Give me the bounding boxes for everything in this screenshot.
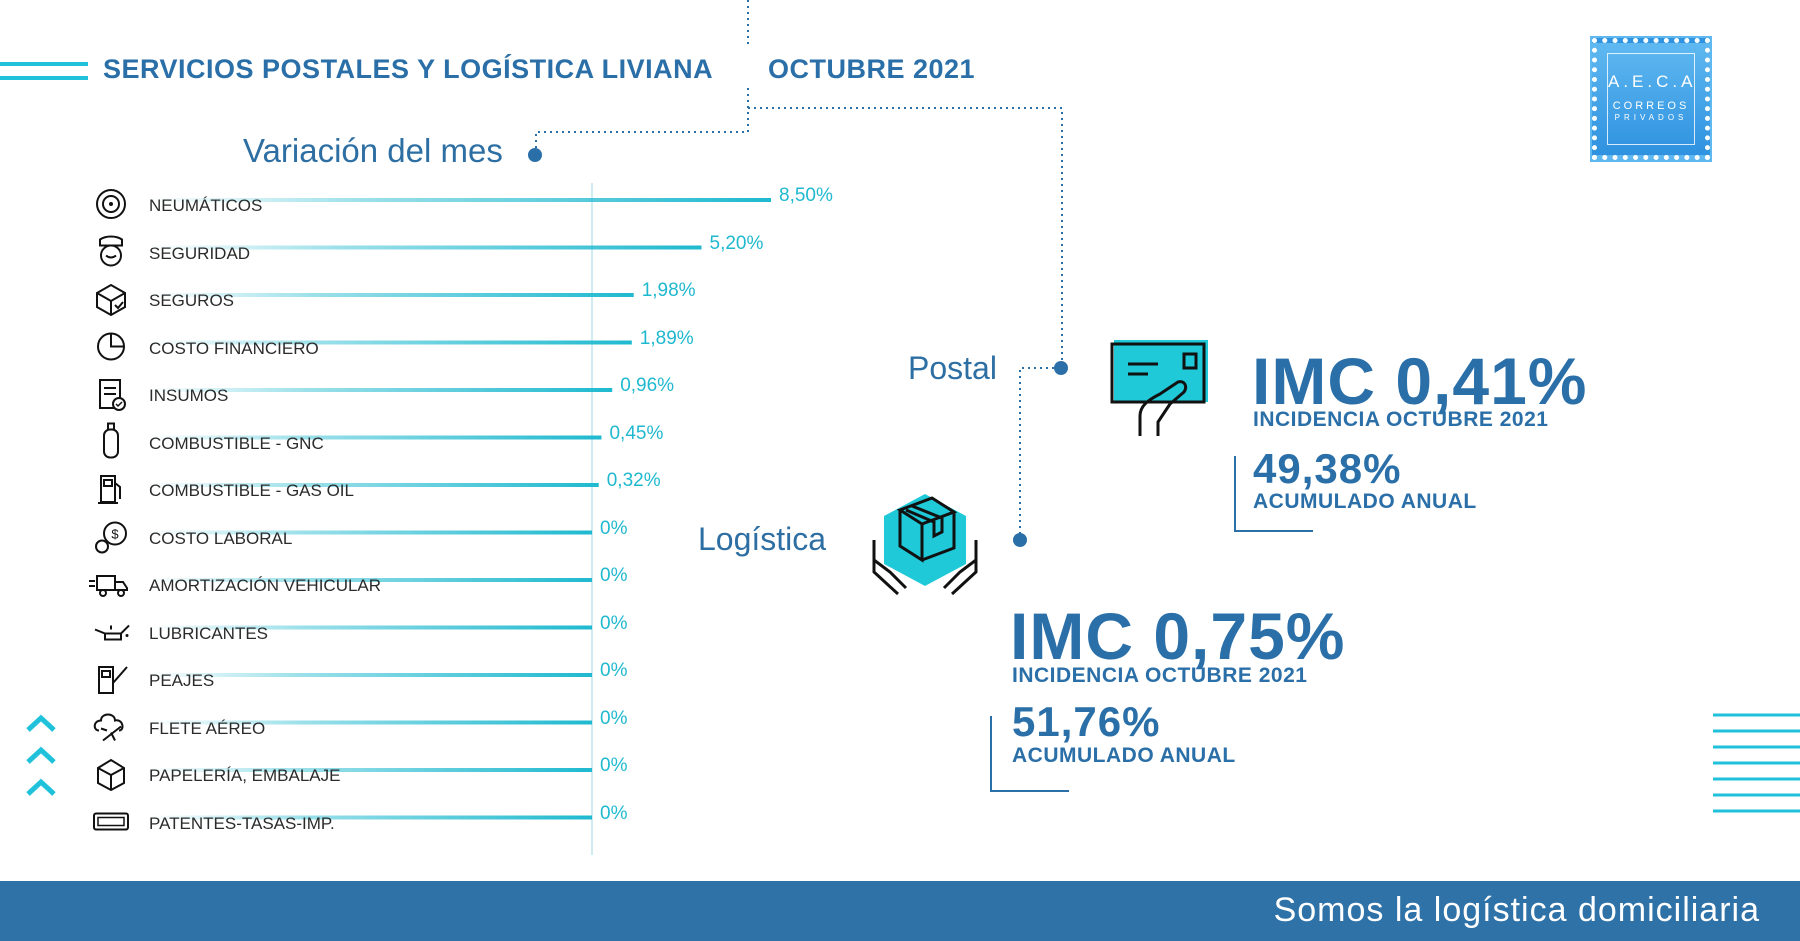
insurance-box-icon <box>96 283 126 317</box>
value-label: 0,32% <box>606 470 661 491</box>
value-label: 0,45% <box>609 422 664 444</box>
truck-icon <box>89 575 128 597</box>
footer-slogan: Somos la logística domiciliaria <box>1273 891 1760 929</box>
category-label: PEAJES <box>149 671 215 690</box>
value-label: 1,98% <box>641 280 696 301</box>
page-title: SERVICIOS POSTALES Y LOGÍSTICA LIVIANA <box>103 54 714 84</box>
envelope-hand-icon <box>1110 340 1208 436</box>
bar <box>148 768 592 772</box>
category-label: INSUMOS <box>149 386 229 405</box>
bar <box>148 245 702 250</box>
category-label: COMBUSTIBLE - GAS OIL <box>149 481 354 500</box>
value-label: 0,96% <box>620 375 675 396</box>
logo-line3: PRIVADOS <box>1614 113 1688 122</box>
bar <box>148 530 592 535</box>
airplane-cloud-icon <box>93 713 124 742</box>
tire-icon <box>96 189 126 219</box>
value-label: 0% <box>600 565 628 586</box>
postal-incidence: INCIDENCIA OCTUBRE 2021 <box>1253 408 1549 431</box>
bar-chart: $ <box>89 183 771 855</box>
logistica-label: Logística <box>698 521 827 557</box>
category-label: LUBRICANTES <box>149 623 269 643</box>
bar <box>148 435 602 440</box>
value-label: 1,89% <box>639 327 694 349</box>
bar <box>148 815 592 820</box>
value-label: 5,20% <box>709 232 764 254</box>
logistica-bracket <box>990 716 1069 792</box>
value-label: 0% <box>600 755 628 776</box>
fuel-pump-icon <box>98 475 121 504</box>
category-label: COSTO LABORAL <box>149 528 293 548</box>
value-label: 0% <box>600 612 628 634</box>
bar <box>148 198 771 202</box>
license-plate-icon <box>93 812 129 831</box>
category-label: FLETE AÉREO <box>149 718 266 738</box>
chart-title: Variación del mes <box>243 132 503 169</box>
logo-line1: A.E.C.A <box>1608 72 1697 91</box>
postal-accumulated-label: ACUMULADO ANUAL <box>1253 490 1477 513</box>
bar <box>148 578 592 582</box>
bar <box>148 483 599 487</box>
pie-chart-icon <box>97 332 125 361</box>
logistica-accumulated-value: 51,76% <box>1012 698 1161 745</box>
category-label: AMORTIZACIÓN VEHICULAR <box>149 576 382 595</box>
bar <box>148 388 613 392</box>
category-label: SEGUROS <box>149 291 235 310</box>
box-hands-icon <box>872 494 978 596</box>
logo-line2: CORREOS <box>1612 100 1690 112</box>
category-label: PATENTES-TASAS-IMP. <box>149 813 335 833</box>
toll-booth-icon <box>98 666 128 694</box>
bar <box>148 720 592 725</box>
category-label: COSTO FINANCIERO <box>149 338 319 358</box>
decor-lines-right <box>1713 713 1800 813</box>
security-guard-icon <box>99 235 123 267</box>
category-label: NEUMÁTICOS <box>149 196 263 215</box>
gas-cylinder-icon <box>103 422 119 459</box>
logistica-accumulated-label: ACUMULADO ANUAL <box>1012 744 1236 767</box>
svg-text:$: $ <box>111 527 119 542</box>
category-label: COMBUSTIBLE - GNC <box>149 433 324 453</box>
postal-accumulated-value: 49,38% <box>1253 445 1402 492</box>
footer-bar: Somos la logística domiciliaria <box>0 881 1800 941</box>
bar <box>148 340 632 345</box>
category-label: PAPELERÍA, EMBALAJE <box>149 766 341 785</box>
aeca-logo: A.E.C.A CORREOS PRIVADOS <box>1590 36 1712 162</box>
oil-can-icon <box>94 624 130 641</box>
bar <box>148 673 592 677</box>
value-label: 0% <box>600 707 628 729</box>
value-label: 8,50% <box>779 185 833 206</box>
report-month: OCTUBRE 2021 <box>768 54 976 84</box>
logistica-imc: IMC 0,75% <box>1010 599 1346 673</box>
logistica-incidence: INCIDENCIA OCTUBRE 2021 <box>1012 664 1308 687</box>
postal-imc: IMC 0,41% <box>1252 344 1588 418</box>
postal-bracket <box>1234 456 1313 532</box>
decor-lines-top-left <box>0 62 88 82</box>
value-label: 0% <box>600 802 628 824</box>
bar <box>148 625 592 630</box>
chevrons-decor <box>26 714 56 796</box>
value-label: 0% <box>600 660 628 681</box>
clipboard-icon <box>99 379 126 411</box>
bar <box>148 293 634 297</box>
money-bag-icon: $ <box>95 521 127 554</box>
postal-label: Postal <box>908 350 997 386</box>
package-icon <box>97 758 125 792</box>
category-label: SEGURIDAD <box>149 243 251 263</box>
value-label: 0% <box>600 517 628 539</box>
